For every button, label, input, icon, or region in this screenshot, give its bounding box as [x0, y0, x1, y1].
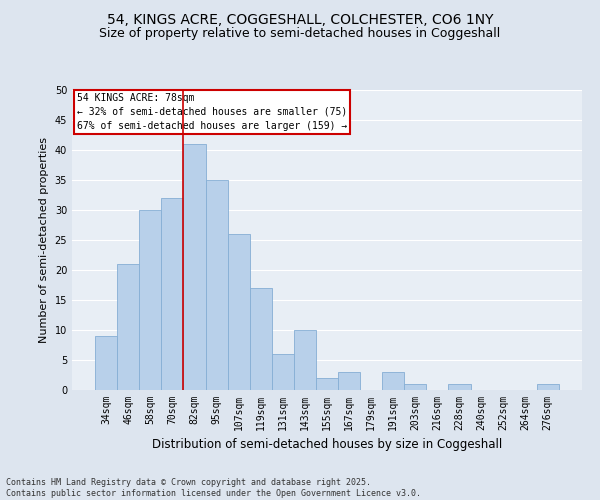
Bar: [404, 384, 427, 390]
Text: 54 KINGS ACRE: 78sqm
← 32% of semi-detached houses are smaller (75)
67% of semi-: 54 KINGS ACRE: 78sqm ← 32% of semi-detac…: [77, 93, 347, 131]
Bar: [95, 336, 117, 390]
Bar: [338, 372, 360, 390]
Text: Contains HM Land Registry data © Crown copyright and database right 2025.
Contai: Contains HM Land Registry data © Crown c…: [6, 478, 421, 498]
Bar: [161, 198, 184, 390]
Bar: [227, 234, 250, 390]
Bar: [537, 384, 559, 390]
Bar: [382, 372, 404, 390]
Bar: [448, 384, 470, 390]
Bar: [272, 354, 294, 390]
Bar: [316, 378, 338, 390]
Bar: [184, 144, 206, 390]
Y-axis label: Number of semi-detached properties: Number of semi-detached properties: [39, 137, 49, 343]
Text: Size of property relative to semi-detached houses in Coggeshall: Size of property relative to semi-detach…: [100, 28, 500, 40]
Bar: [206, 180, 227, 390]
Bar: [117, 264, 139, 390]
Text: 54, KINGS ACRE, COGGESHALL, COLCHESTER, CO6 1NY: 54, KINGS ACRE, COGGESHALL, COLCHESTER, …: [107, 12, 493, 26]
Bar: [139, 210, 161, 390]
Bar: [294, 330, 316, 390]
X-axis label: Distribution of semi-detached houses by size in Coggeshall: Distribution of semi-detached houses by …: [152, 438, 502, 452]
Bar: [250, 288, 272, 390]
